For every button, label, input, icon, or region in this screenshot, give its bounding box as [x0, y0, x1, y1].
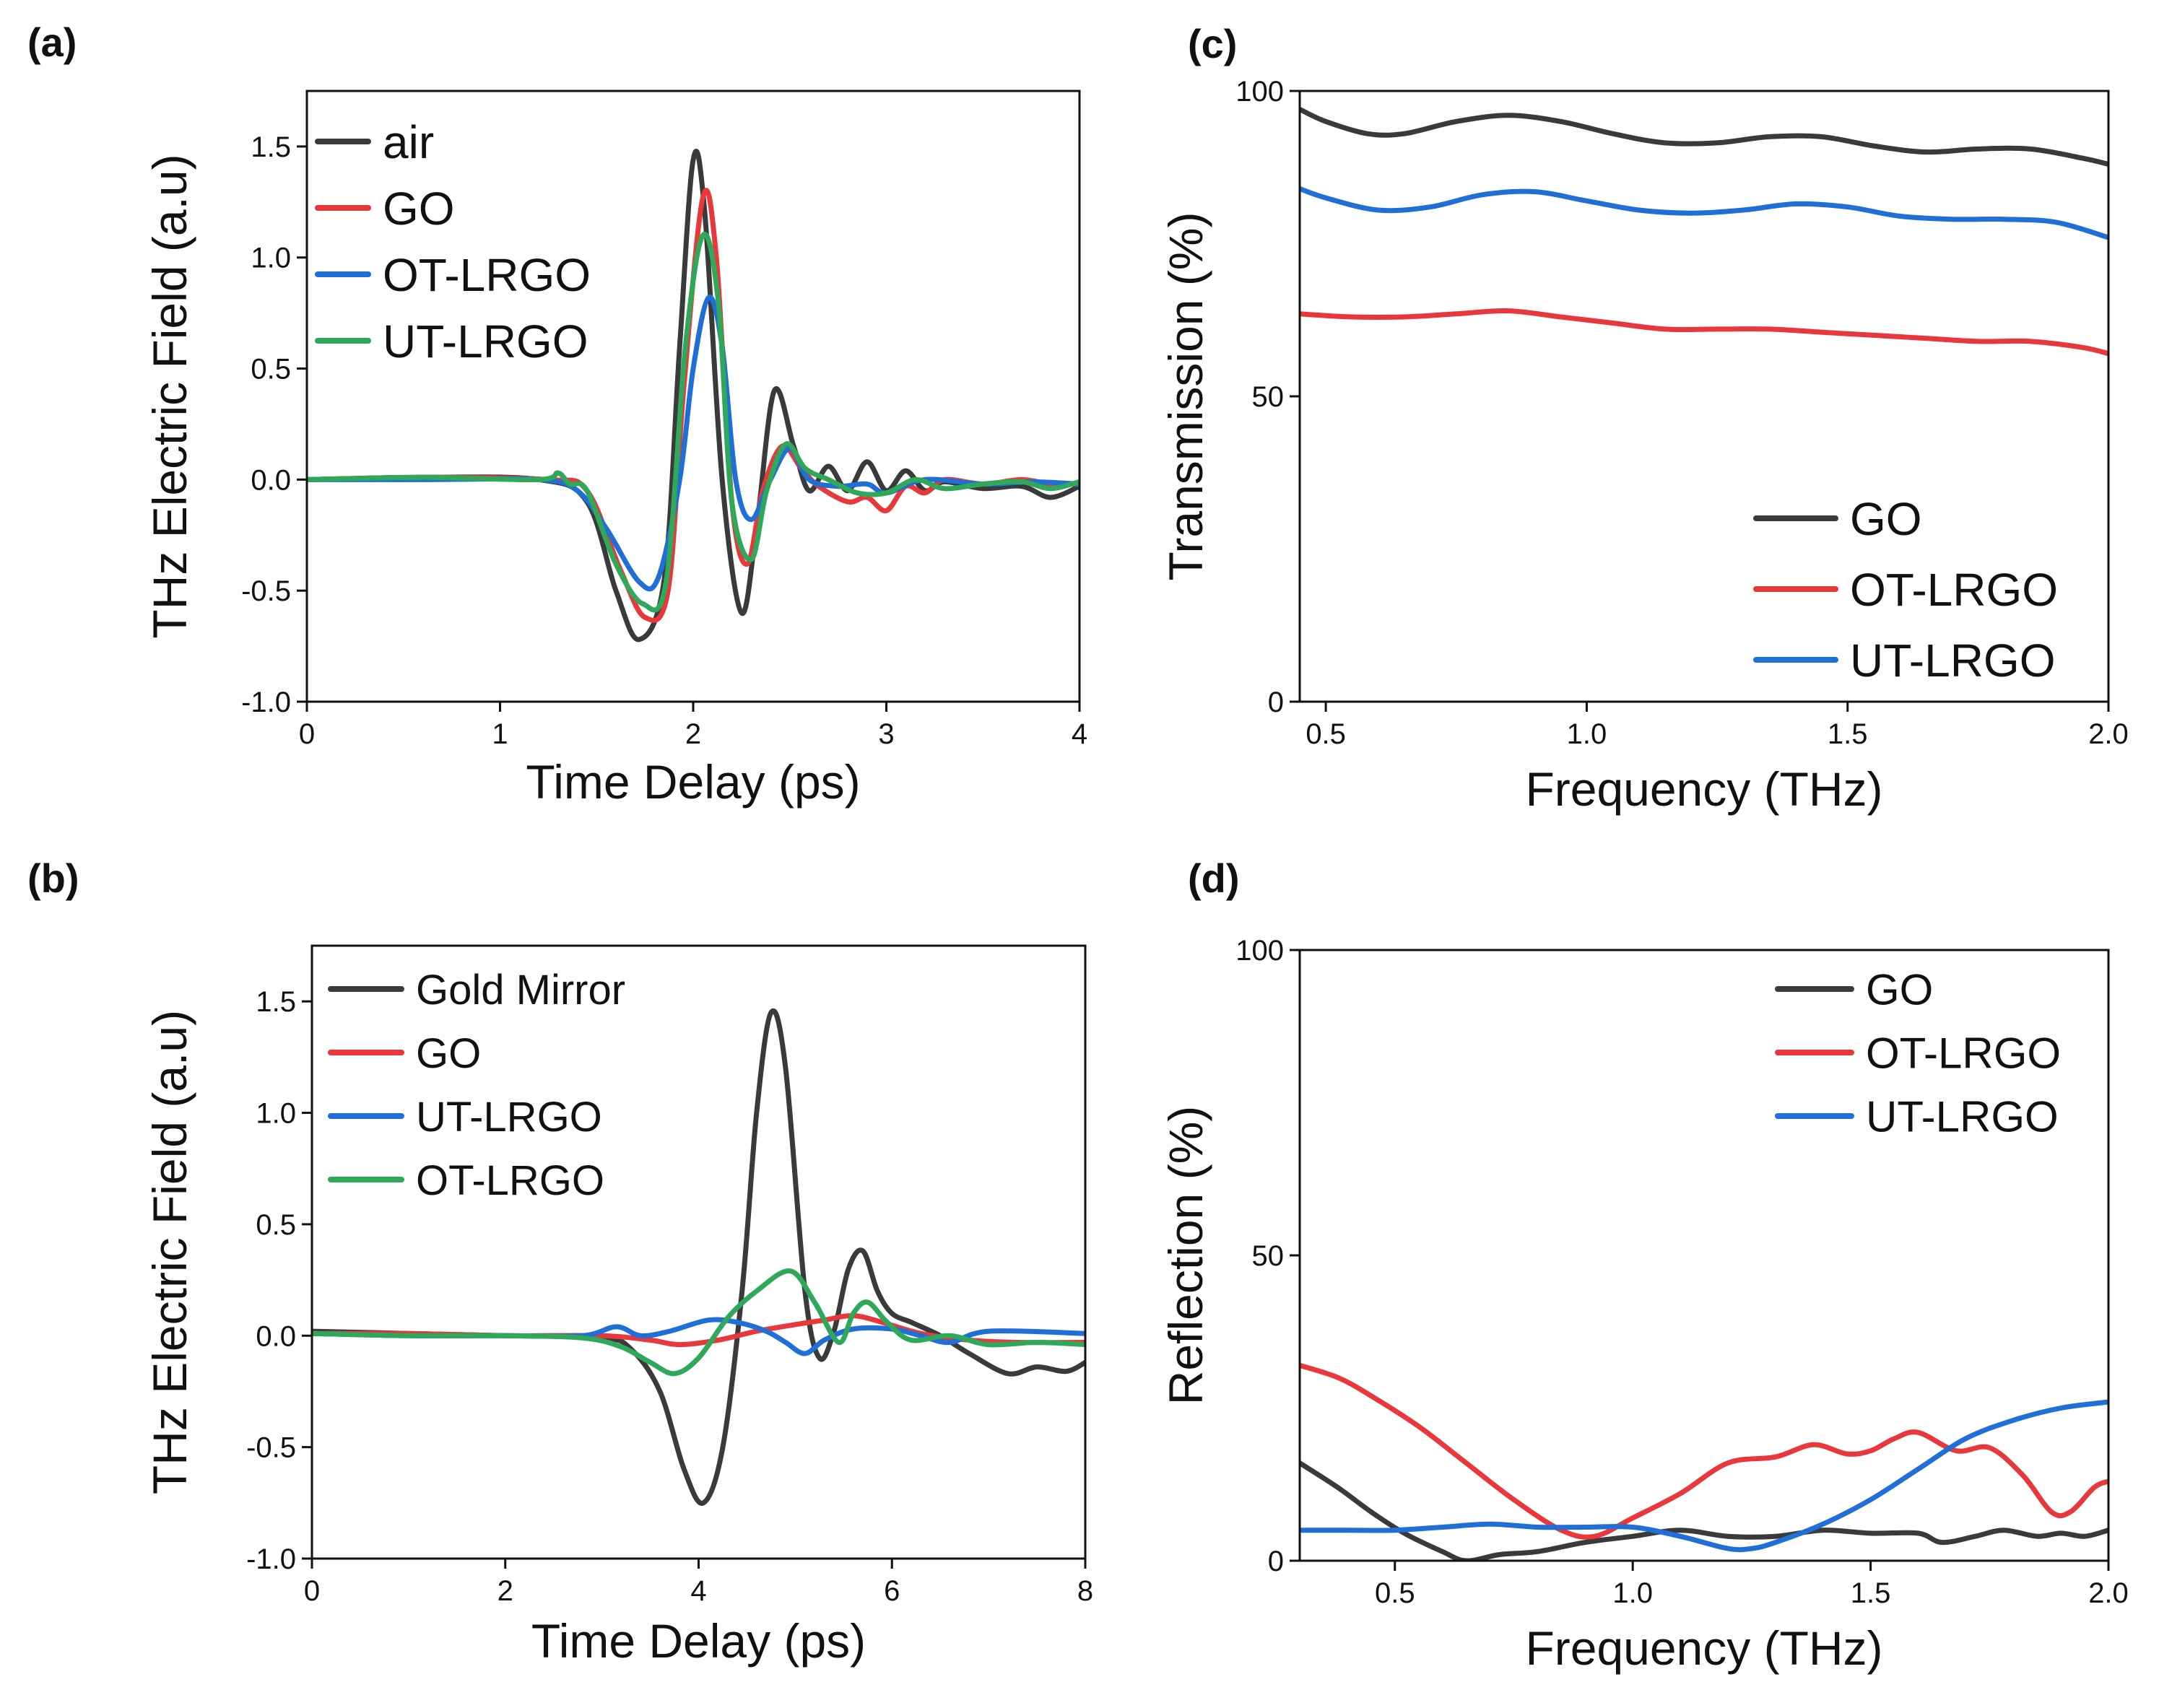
chart-panel-a: (a) 0 1 2 3 4 -1.0 -0.5 0.0 0.5 1.0 1.5 air GO OT-LR…	[27, 19, 1087, 809]
series-layer-a	[307, 149, 1080, 642]
y-tick-label: 50	[1252, 381, 1285, 413]
legend-label: GO	[416, 1030, 481, 1077]
legend-label: UT-LRGO	[416, 1094, 602, 1141]
tick-layer-c: 0.5 1.0 1.5 2.0 0 50 100	[1235, 76, 2129, 750]
y-axis-label-d: Reflection (%)	[1159, 1106, 1212, 1405]
plot-frame-d	[1298, 949, 2110, 1562]
series-line-air	[307, 149, 1080, 642]
legend-d: GO OT-LRGO UT-LRGO	[1775, 966, 2061, 1141]
y-tick-label: 100	[1235, 76, 1284, 108]
series-line-ut-lrgo	[1300, 1399, 2108, 1553]
y-axis-label-a: THz Electric Field (a.u)	[143, 154, 196, 638]
legend-label: GO	[1866, 966, 1933, 1014]
y-tick-label: 1.0	[251, 243, 291, 274]
legend-label: UT-LRGO	[383, 315, 588, 367]
panel-label-c: (c)	[1188, 21, 1237, 66]
legend-label: OT-LRGO	[416, 1157, 604, 1204]
legend-label: air	[383, 116, 434, 168]
legend-label: OT-LRGO	[1866, 1029, 2061, 1078]
legend-label: OT-LRGO	[1850, 564, 2058, 616]
y-tick-label: 1.5	[251, 131, 291, 163]
plot-frame-c	[1298, 90, 2110, 703]
series-line-gold-mirror	[312, 1008, 1085, 1506]
y-tick-label: 0.5	[251, 354, 291, 385]
x-axis-label-b: Time Delay (ps)	[531, 1614, 866, 1668]
panel-label-d: (d)	[1188, 855, 1240, 901]
x-tick-label: 1.5	[1828, 718, 1868, 750]
y-tick-label: 0	[1268, 1546, 1284, 1577]
x-tick-label: 1	[492, 718, 508, 750]
y-tick-label: 0.5	[256, 1209, 296, 1241]
y-axis-label-b: THz Electric Field (a.u)	[143, 1010, 196, 1494]
series-line-ut-lrgo	[1300, 186, 2108, 240]
x-axis-label-a: Time Delay (ps)	[526, 755, 860, 809]
legend-c: GO OT-LRGO UT-LRGO	[1753, 493, 2058, 687]
y-tick-label: 50	[1252, 1240, 1285, 1272]
y-tick-label: -0.5	[246, 1432, 296, 1464]
legend-label: GO	[383, 183, 455, 235]
x-tick-label: 4	[690, 1575, 706, 1607]
y-tick-label: -1.0	[246, 1543, 296, 1575]
x-tick-label: 2	[685, 718, 701, 750]
x-tick-label: 2.0	[2088, 1577, 2129, 1609]
x-tick-label: 0	[299, 718, 315, 750]
panel-label-b: (b)	[27, 855, 79, 901]
x-tick-label: 8	[1077, 1575, 1093, 1607]
x-tick-label: 1.0	[1612, 1577, 1653, 1609]
series-layer-c	[1300, 106, 2108, 357]
y-tick-label: -1.0	[241, 687, 291, 718]
legend-label: GO	[1850, 493, 1922, 545]
series-line-go	[1300, 106, 2108, 167]
y-axis-label-c: Transmission (%)	[1159, 212, 1212, 581]
x-tick-label: 2	[498, 1575, 513, 1607]
chart-panel-b: (b) 0 2 4 6 8 -1.0 -0.5 0.0 0.5 1.0 1.5 Gold Mirro…	[27, 855, 1093, 1668]
x-tick-label: 0.5	[1306, 718, 1346, 750]
series-layer-b	[312, 1008, 1085, 1506]
legend-b: Gold Mirror GO UT-LRGO OT-LRGO	[328, 967, 625, 1204]
x-axis-label-c: Frequency (THz)	[1525, 762, 1882, 816]
legend-label: UT-LRGO	[1850, 635, 2055, 687]
legend-label: OT-LRGO	[383, 249, 591, 301]
x-tick-label: 4	[1072, 718, 1087, 750]
tick-layer-d: 0.5 1.0 1.5 2.0 0 50 100	[1235, 935, 2129, 1609]
panel-label-a: (a)	[27, 19, 77, 65]
legend-label: Gold Mirror	[416, 967, 625, 1014]
plot-frame-b	[310, 944, 1087, 1560]
plot-frame-a	[305, 90, 1081, 703]
series-line-ot-lrgo	[312, 1268, 1085, 1377]
y-tick-label: -0.5	[241, 575, 291, 607]
series-layer-d	[1300, 1362, 2108, 1561]
x-tick-label: 3	[878, 718, 894, 750]
x-tick-label: 2.0	[2088, 718, 2129, 750]
series-line-ut-lrgo	[307, 231, 1080, 613]
y-tick-label: 0.0	[256, 1320, 296, 1352]
y-tick-label: 0	[1268, 687, 1284, 718]
y-tick-label: 1.5	[256, 986, 296, 1018]
legend-label: UT-LRGO	[1866, 1093, 2059, 1141]
x-tick-label: 0.5	[1375, 1577, 1415, 1609]
tick-layer-a: 0 1 2 3 4 -1.0 -0.5 0.0 0.5 1.0 1.5	[241, 131, 1087, 750]
y-tick-label: 100	[1235, 935, 1284, 967]
x-tick-label: 6	[884, 1575, 900, 1607]
series-line-ot-lrgo	[1300, 308, 2108, 357]
series-line-go	[1300, 1460, 2108, 1561]
series-line-ot-lrgo	[1300, 1362, 2108, 1540]
x-tick-label: 1.0	[1567, 718, 1607, 750]
tick-layer-b: 0 2 4 6 8 -1.0 -0.5 0.0 0.5 1.0 1.5	[246, 986, 1093, 1607]
y-tick-label: 1.0	[256, 1098, 296, 1130]
x-tick-label: 1.5	[1851, 1577, 1891, 1609]
legend-a: air GO OT-LRGO UT-LRGO	[315, 116, 591, 367]
x-tick-label: 0	[304, 1575, 320, 1607]
y-tick-label: 0.0	[251, 464, 291, 496]
x-axis-label-d: Frequency (THz)	[1525, 1621, 1882, 1675]
